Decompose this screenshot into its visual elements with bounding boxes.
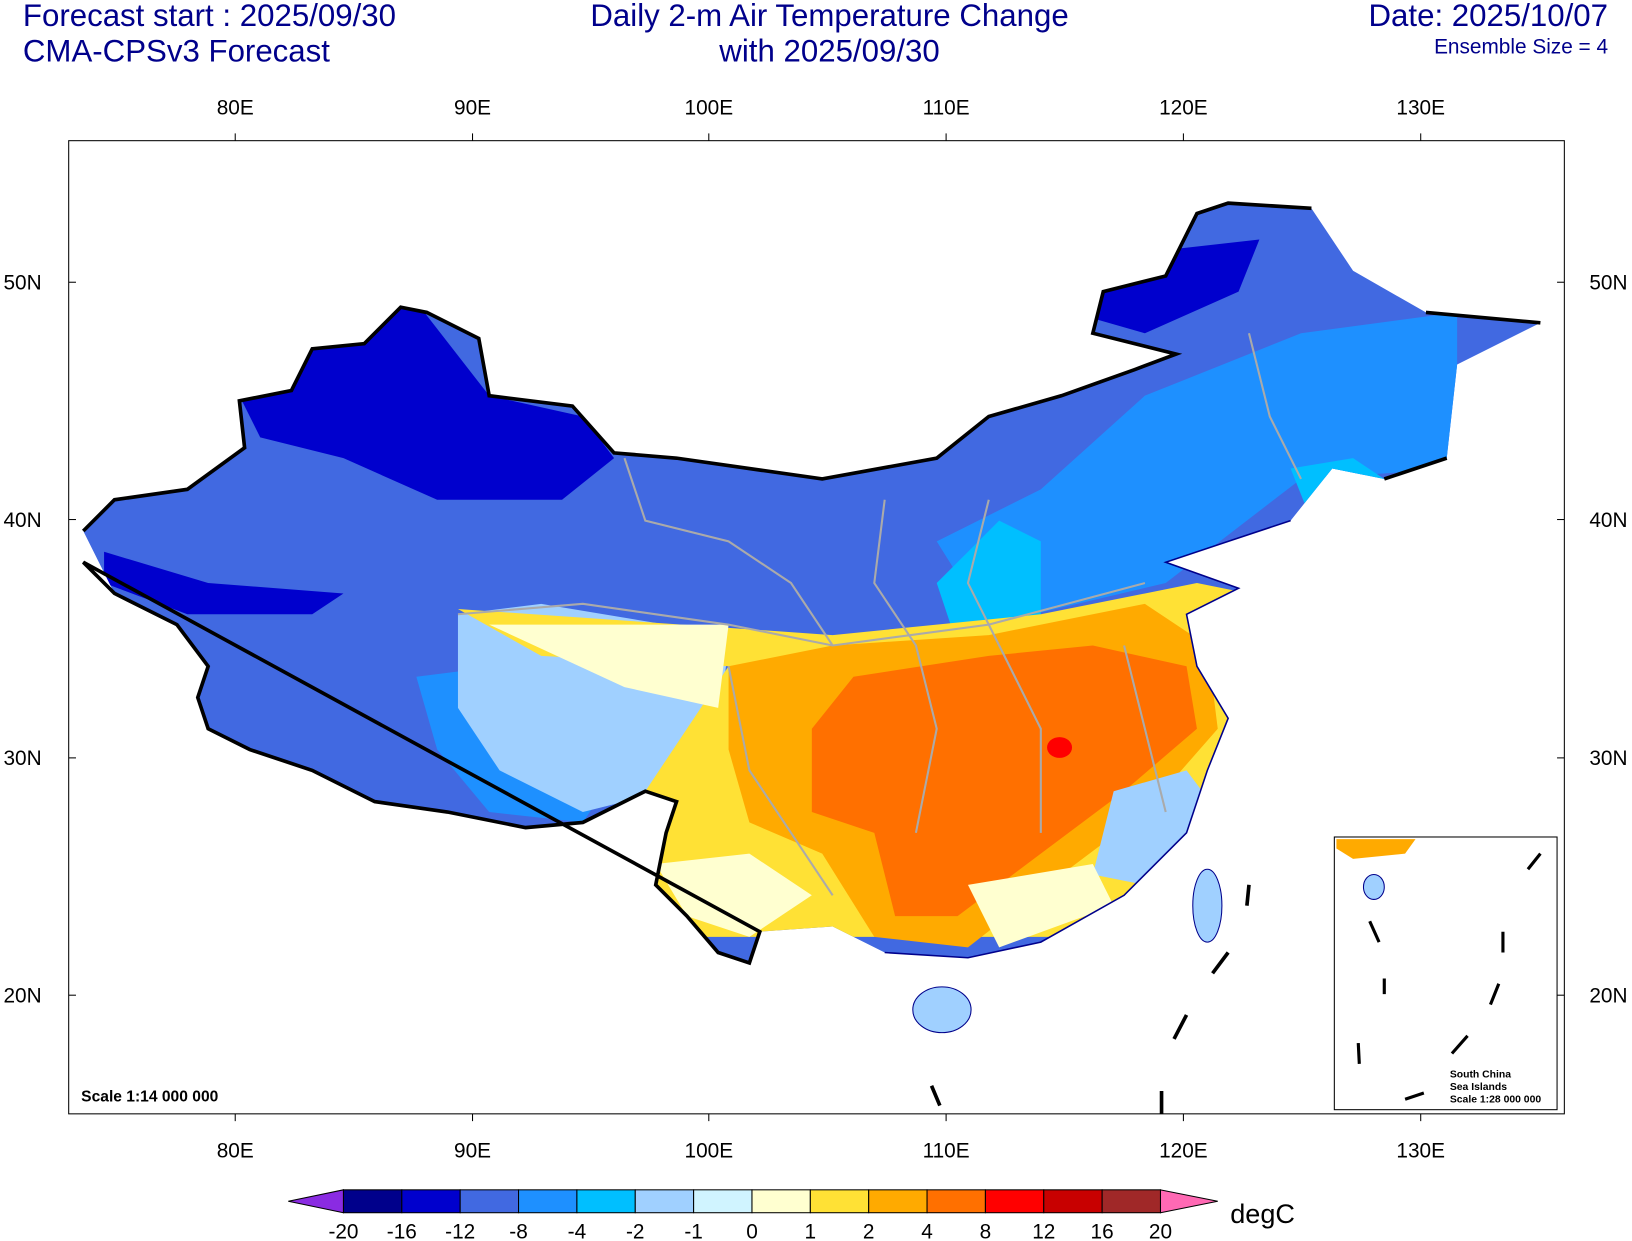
lat-label-right: 40N — [1589, 509, 1627, 532]
colorbar-label: -20 — [328, 1221, 358, 1241]
lon-label: 120E — [1159, 1140, 1208, 1163]
ensemble-size: Ensemble Size = 4 — [1434, 35, 1608, 58]
map-axes: 80E 80E 90E 90E 100E 100E 110E 110E 120E 120E 130E… — [3, 97, 1627, 1163]
colorbar: -20 -16 -12 -8 -4 -2 -1 0 1 2 4 8 12 16 20 — [288, 1189, 1218, 1241]
colorbar-label: 8 — [980, 1221, 992, 1241]
colorbar-label: -4 — [568, 1221, 587, 1241]
lon-label: 130E — [1396, 1140, 1445, 1163]
colorbar-box — [634, 1189, 695, 1214]
colorbar-low-triangle — [288, 1189, 344, 1214]
colorbar-label: -16 — [387, 1221, 417, 1241]
map-scale: Scale 1:14 000 000 — [81, 1088, 218, 1105]
lat-label-left: 30N — [3, 747, 41, 770]
province-borders — [457, 332, 1302, 896]
main-subtitle: with 2025/09/30 — [718, 34, 939, 69]
colorbar-box — [809, 1189, 870, 1214]
colorbar-label: 12 — [1032, 1221, 1055, 1241]
colorbar-box — [576, 1189, 636, 1214]
inset-label-3: Scale 1:28 000 000 — [1450, 1094, 1542, 1105]
colorbar-label: -8 — [509, 1221, 528, 1241]
forecast-start-title: Forecast start : 2025/09/30 — [23, 0, 396, 33]
colorbar-box — [459, 1189, 520, 1214]
lat-label-left: 40N — [3, 509, 41, 532]
maritime-boundary-dashes — [929, 884, 1251, 1114]
china-border — [81, 201, 1541, 966]
lon-label: 80E — [217, 97, 254, 120]
lat-label-right: 30N — [1589, 747, 1627, 770]
colorbar-box — [751, 1189, 811, 1214]
colorbar-label: 16 — [1091, 1221, 1114, 1241]
date-title: Date: 2025/10/07 — [1369, 0, 1609, 33]
colorbar-high-triangle — [1159, 1189, 1218, 1214]
colorbar-label: -1 — [684, 1221, 703, 1241]
colorbar-label: -2 — [626, 1221, 645, 1241]
lon-label: 90E — [454, 1140, 491, 1163]
inset-label-1: South China — [1450, 1069, 1511, 1080]
colorbar-label: 0 — [746, 1221, 758, 1241]
lat-label-left: 20N — [3, 984, 41, 1007]
colorbar-box — [1101, 1189, 1162, 1214]
colorbar-label: 4 — [921, 1221, 933, 1241]
colorbar-box — [926, 1189, 986, 1214]
lat-label-left: 50N — [3, 272, 41, 295]
colorbar-unit: degC — [1230, 1199, 1295, 1229]
lon-label: 90E — [454, 97, 491, 120]
lat-label-right: 20N — [1589, 984, 1627, 1007]
colorbar-box — [868, 1189, 928, 1214]
inset-label-2: Sea Islands — [1450, 1082, 1507, 1093]
lon-label: 80E — [217, 1140, 254, 1163]
colorbar-label: -12 — [445, 1221, 475, 1241]
lon-label: 130E — [1396, 97, 1445, 120]
colorbar-box — [984, 1189, 1045, 1214]
lat-label-right: 50N — [1589, 272, 1627, 295]
colorbar-label: 1 — [805, 1221, 817, 1241]
lon-label: 100E — [685, 97, 734, 120]
lon-label: 110E — [923, 1140, 970, 1163]
lon-label: 110E — [923, 97, 970, 120]
lon-label: 120E — [1159, 97, 1208, 120]
taiwan-island — [1192, 868, 1223, 943]
coastline — [884, 519, 1291, 959]
south-china-sea-inset: South China Sea Islands Scale 1:28 000 0… — [1333, 836, 1558, 1111]
hainan-island — [912, 986, 972, 1034]
lon-label: 100E — [685, 1140, 734, 1163]
colorbar-box — [1043, 1189, 1103, 1214]
colorbar-label: 2 — [863, 1221, 875, 1241]
colorbar-box — [693, 1189, 753, 1214]
colorbar-box — [518, 1189, 578, 1214]
main-title: Daily 2-m Air Temperature Change — [590, 0, 1068, 33]
model-title: CMA-CPSv3 Forecast — [23, 34, 330, 69]
colorbar-box — [401, 1189, 461, 1214]
colorbar-box — [342, 1189, 403, 1214]
colorbar-label: 20 — [1149, 1221, 1172, 1241]
